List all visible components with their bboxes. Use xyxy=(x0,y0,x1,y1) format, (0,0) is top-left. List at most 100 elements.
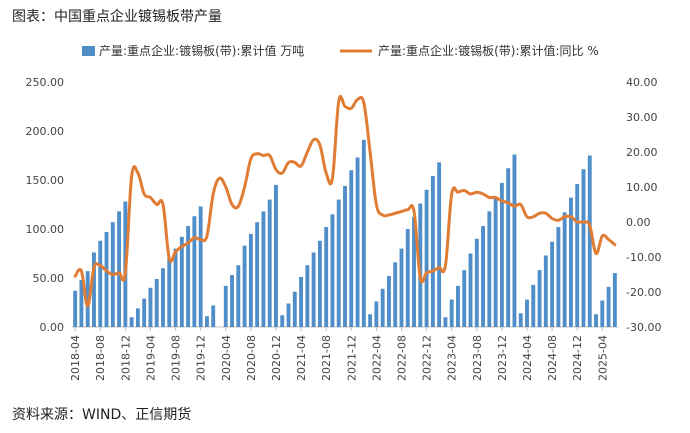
bar xyxy=(575,183,580,327)
x-tick-label: 2018-12 xyxy=(119,335,132,381)
bar xyxy=(399,248,404,327)
bar xyxy=(330,214,335,327)
bar xyxy=(85,271,90,327)
right-tick-label: -20.00 xyxy=(626,286,661,299)
bar xyxy=(117,211,122,327)
x-tick-label: 2024-08 xyxy=(546,335,559,381)
bar xyxy=(255,222,260,327)
bar xyxy=(142,298,147,327)
left-tick-label: 150.00 xyxy=(26,174,65,187)
bar xyxy=(600,300,605,327)
bar xyxy=(587,155,592,327)
bar xyxy=(248,233,253,327)
bar xyxy=(148,287,153,327)
bar xyxy=(443,317,448,327)
right-tick-label: 10.00 xyxy=(626,181,658,194)
x-tick-label: 2018-04 xyxy=(69,335,82,381)
chart-title: 图表：中国重点企业镀锡板带产量 xyxy=(12,9,222,25)
bar xyxy=(462,270,467,327)
x-tick-label: 2019-12 xyxy=(195,335,208,381)
x-tick-label: 2021-04 xyxy=(295,335,308,381)
bar xyxy=(449,299,454,327)
bar xyxy=(167,258,172,327)
bar xyxy=(299,277,304,327)
bar xyxy=(154,278,159,327)
bar xyxy=(481,226,486,327)
bar xyxy=(311,252,316,327)
bar xyxy=(230,275,234,327)
yoy-line xyxy=(73,94,617,308)
x-axis-ticks: 2018-04 2018-08 2018-12 2019-04 2019-08 2019-… xyxy=(69,327,609,381)
bar xyxy=(374,301,379,327)
x-tick-label: 2019-04 xyxy=(144,335,157,381)
bar xyxy=(568,197,573,327)
bar xyxy=(493,196,498,327)
bar xyxy=(79,279,84,327)
legend-bar-label: 产量:重点企业:镀锡板(带):累计值 万吨 xyxy=(99,43,304,58)
bar xyxy=(430,176,435,327)
bar xyxy=(198,206,203,327)
bar xyxy=(531,284,536,327)
left-tick-label: 50.00 xyxy=(33,272,65,285)
bar xyxy=(550,241,555,327)
right-tick-label: -30.00 xyxy=(626,321,661,334)
left-tick-label: 100.00 xyxy=(26,223,65,236)
line-series xyxy=(73,94,617,308)
bar xyxy=(343,185,347,327)
bar xyxy=(525,299,529,327)
bar xyxy=(468,253,473,327)
bar xyxy=(537,270,542,327)
bar xyxy=(543,255,548,327)
bar xyxy=(349,170,354,327)
bar xyxy=(179,236,184,327)
bar xyxy=(267,199,272,327)
bar xyxy=(612,273,617,327)
x-tick-label: 2018-08 xyxy=(94,335,107,381)
bar xyxy=(261,211,266,327)
bar xyxy=(499,182,504,327)
left-tick-label: 200.00 xyxy=(26,125,65,138)
legend-bar-swatch xyxy=(82,46,95,56)
bar xyxy=(161,268,165,327)
x-tick-label: 2025-04 xyxy=(596,335,609,381)
bar xyxy=(412,217,416,327)
x-tick-label: 2023-12 xyxy=(496,335,509,381)
bar xyxy=(474,238,479,327)
bar xyxy=(104,231,109,327)
bar xyxy=(437,162,442,327)
bar xyxy=(336,199,341,327)
bar xyxy=(173,248,178,327)
bar xyxy=(562,212,567,327)
bar xyxy=(386,276,391,327)
x-tick-label: 2019-08 xyxy=(170,335,183,381)
bar xyxy=(556,227,561,327)
bar xyxy=(129,317,134,327)
x-tick-label: 2023-08 xyxy=(471,335,484,381)
bar xyxy=(305,265,310,327)
right-axis-ticks: -30.00 -20.00 -10.00 0.00 10.00 20.00 30.00 40.… xyxy=(626,76,661,334)
bar xyxy=(242,245,247,327)
left-axis-ticks: 0.00 50.00 100.00 150.00 200.00 250.00 xyxy=(26,76,65,334)
bar xyxy=(236,265,241,327)
x-tick-label: 2022-12 xyxy=(421,335,434,381)
bar xyxy=(223,285,228,327)
bar xyxy=(594,314,598,327)
x-tick-label: 2024-12 xyxy=(571,335,584,381)
right-tick-label: 40.00 xyxy=(626,76,658,89)
bar xyxy=(361,139,366,327)
bar xyxy=(456,285,460,327)
bar xyxy=(73,290,78,327)
source-note: 资料来源：WIND、正信期货 xyxy=(12,407,192,423)
bar xyxy=(368,314,373,327)
bar xyxy=(424,189,429,327)
bar xyxy=(98,240,103,327)
bar xyxy=(606,286,611,327)
bar xyxy=(286,303,291,327)
bar xyxy=(518,313,523,327)
x-tick-label: 2024-04 xyxy=(521,335,534,381)
bar xyxy=(506,168,511,327)
bar xyxy=(292,291,297,327)
bar xyxy=(274,184,278,327)
left-tick-label: 0.00 xyxy=(40,321,65,334)
